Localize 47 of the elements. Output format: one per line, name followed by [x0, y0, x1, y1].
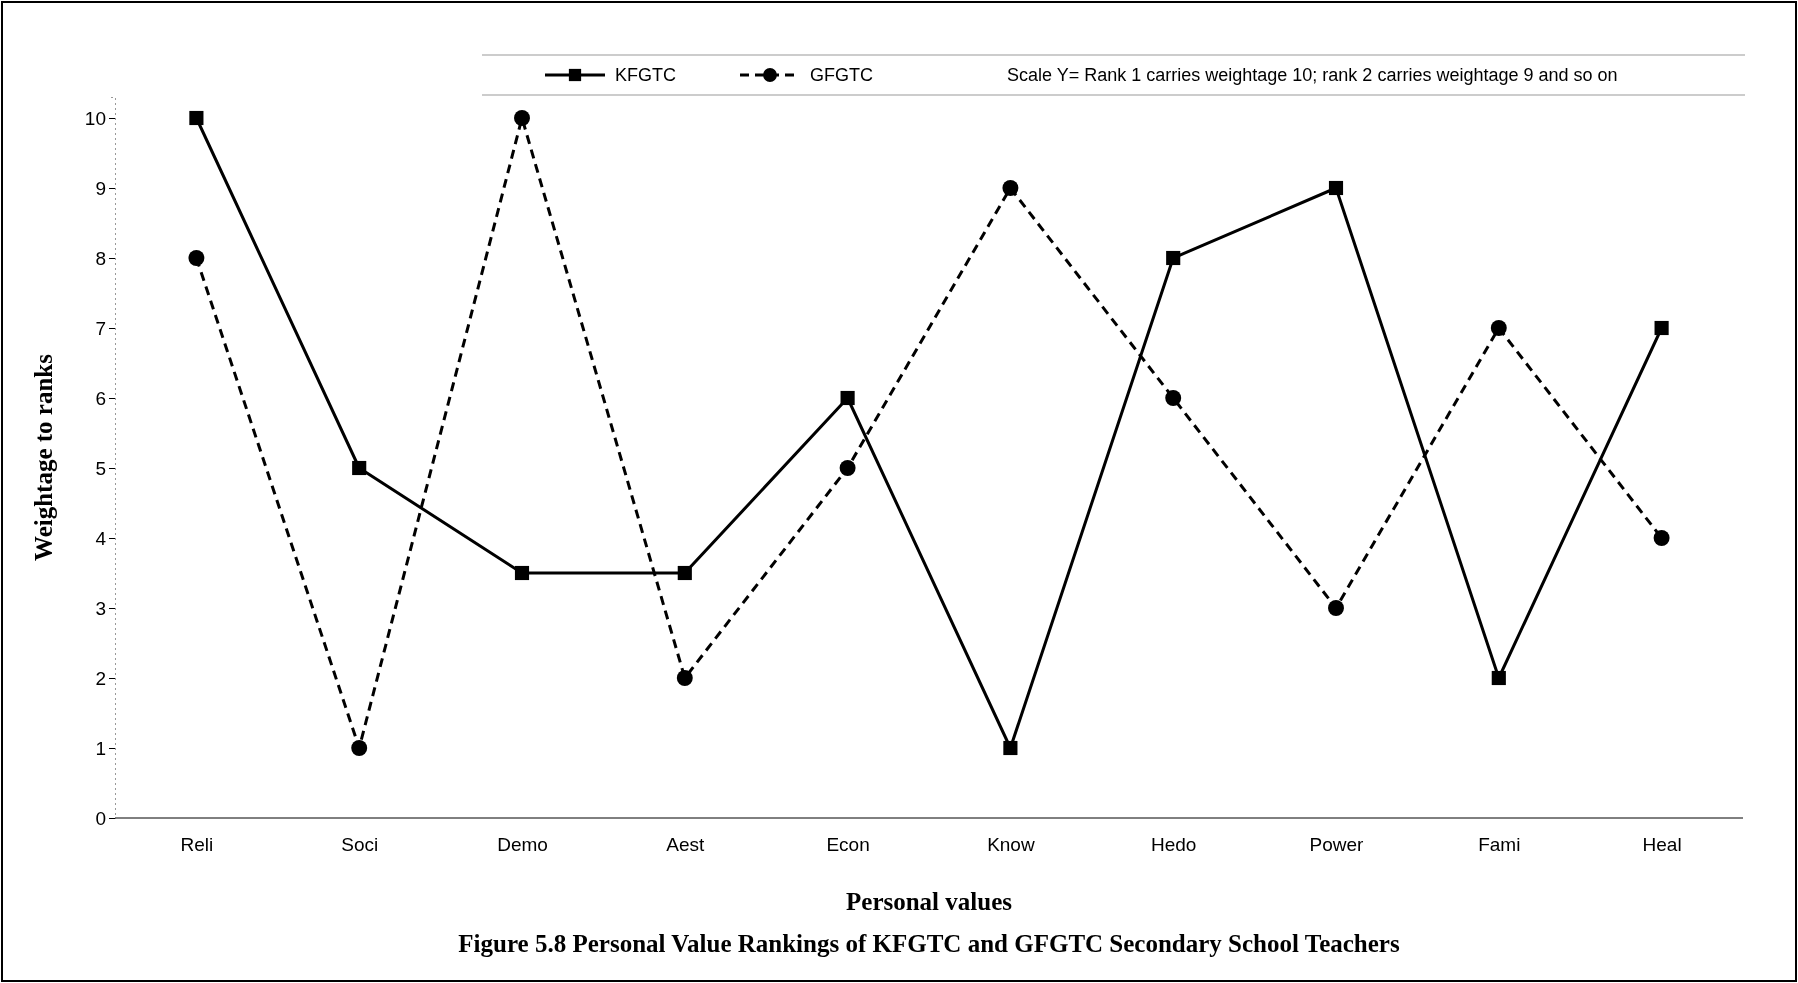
- point: [676, 670, 693, 686]
- point: [514, 565, 530, 581]
- x-tick-label: Reli: [180, 834, 214, 856]
- x-tick-label: Aest: [666, 834, 706, 856]
- x-axis-title: Personal values: [846, 888, 1013, 915]
- x-tick-label: Hedo: [1150, 834, 1197, 856]
- point: [1003, 740, 1018, 756]
- y-tick-label: 4: [95, 527, 107, 549]
- y-tick-label: 8: [95, 247, 106, 269]
- x-tick-label: Soci: [341, 834, 379, 856]
- y-tick-label: 1: [95, 737, 106, 759]
- point: [189, 110, 204, 126]
- point: [1491, 670, 1506, 686]
- x-tick-label: Econ: [826, 834, 870, 856]
- y-tick-label: 2: [95, 667, 106, 689]
- text: Scale Y= Rank 1 carries weightage 10; rank 2 carries weightage 9 and so on: [1007, 65, 1618, 86]
- y-tick-label: 6: [95, 387, 106, 409]
- point: [840, 390, 855, 406]
- y-tick-label: 9: [95, 177, 106, 199]
- x-tick-label: Power: [1309, 834, 1365, 856]
- y-tick-label: 7: [95, 317, 106, 339]
- legend-label: GFGTC: [810, 65, 873, 86]
- y-tick-label: 3: [95, 597, 106, 619]
- point: [351, 740, 368, 756]
- x-tick-label: Know: [987, 834, 1035, 856]
- point: [1328, 600, 1344, 616]
- point: [839, 460, 856, 476]
- point: [1166, 250, 1181, 266]
- y-tick-label: 0: [95, 807, 106, 829]
- legend-label: KFGTC: [615, 65, 676, 86]
- point: [352, 460, 367, 476]
- point: [1490, 320, 1507, 336]
- point: [514, 110, 530, 126]
- x-tick-label: Heal: [1642, 834, 1682, 856]
- point: [188, 250, 205, 266]
- point: [677, 565, 692, 581]
- x-tick-label: Fami: [1478, 834, 1521, 856]
- point: [1328, 180, 1344, 196]
- x-tick-label: Demo: [497, 834, 548, 856]
- y-axis-title: Weightage to ranks: [30, 353, 57, 561]
- point: [1165, 390, 1182, 406]
- y-tick-label: 10: [84, 107, 106, 129]
- point: [1654, 320, 1669, 336]
- text: Figure 5.8 Personal Value Rankings of KFGTC and GFGTC Secondary School Teachers: [458, 930, 1400, 957]
- point: [1002, 180, 1019, 196]
- y-tick-label: 5: [95, 457, 106, 479]
- point: [1653, 530, 1670, 546]
